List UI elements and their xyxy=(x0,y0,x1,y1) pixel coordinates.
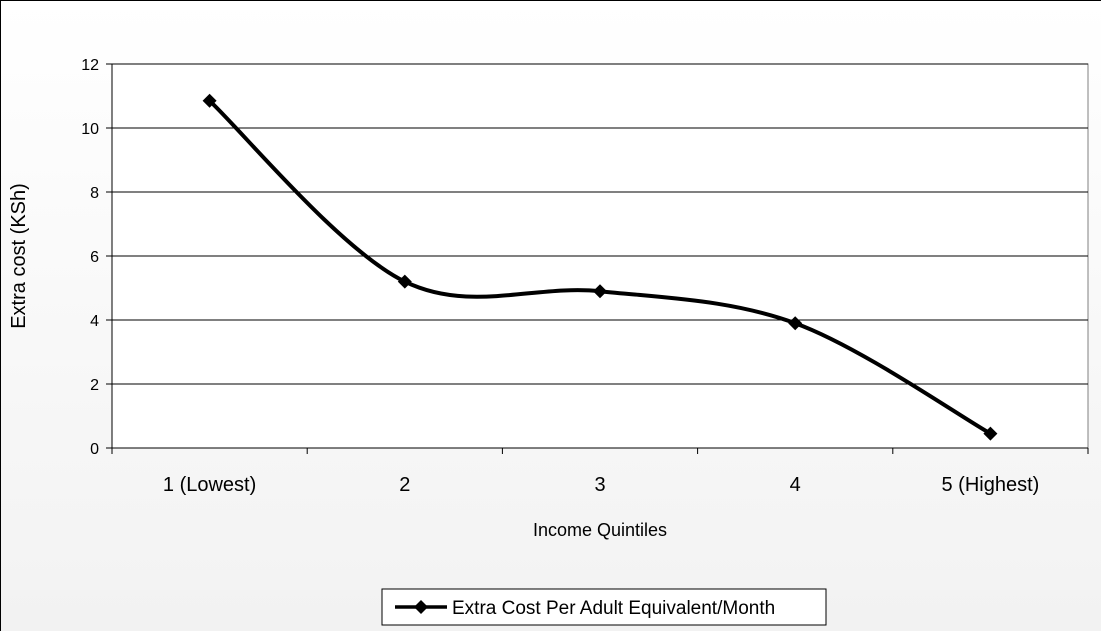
data-point-marker xyxy=(983,426,998,441)
y-axis-ticks: 0 2 4 6 8 10 12 xyxy=(81,57,112,458)
y-axis-title: Extra cost (KSh) xyxy=(8,183,30,329)
x-tick-label: 4 xyxy=(790,474,801,496)
x-tick-label: 5 (Highest) xyxy=(941,474,1039,496)
y-tick-label: 10 xyxy=(81,121,99,138)
x-axis-title: Income Quintiles xyxy=(533,520,667,540)
legend-label: Extra Cost Per Adult Equivalent/Month xyxy=(452,598,775,619)
series-layer xyxy=(202,93,998,441)
x-tick-label: 1 (Lowest) xyxy=(163,474,256,496)
gridlines xyxy=(112,63,1088,385)
legend-box xyxy=(381,588,827,626)
x-axis-ticks: 1 (Lowest) 2 3 4 5 (Highest) xyxy=(111,448,1089,496)
data-point-marker xyxy=(593,284,607,299)
x-tick-label: 3 xyxy=(594,474,605,496)
y-tick-label: 12 xyxy=(81,57,99,74)
legend-marker-swatch xyxy=(414,600,428,614)
y-tick-label: 8 xyxy=(90,185,99,202)
legend: Extra Cost Per Adult Equivalent/Month xyxy=(381,588,827,626)
y-tick-label: 6 xyxy=(90,249,99,266)
y-tick-label: 0 xyxy=(90,441,99,458)
x-tick-label: 2 xyxy=(399,474,410,496)
y-tick-label: 4 xyxy=(90,313,99,330)
data-point-marker xyxy=(397,274,412,289)
data-point-marker xyxy=(788,316,803,331)
y-tick-label: 2 xyxy=(90,377,99,394)
data-point-marker xyxy=(202,93,217,108)
